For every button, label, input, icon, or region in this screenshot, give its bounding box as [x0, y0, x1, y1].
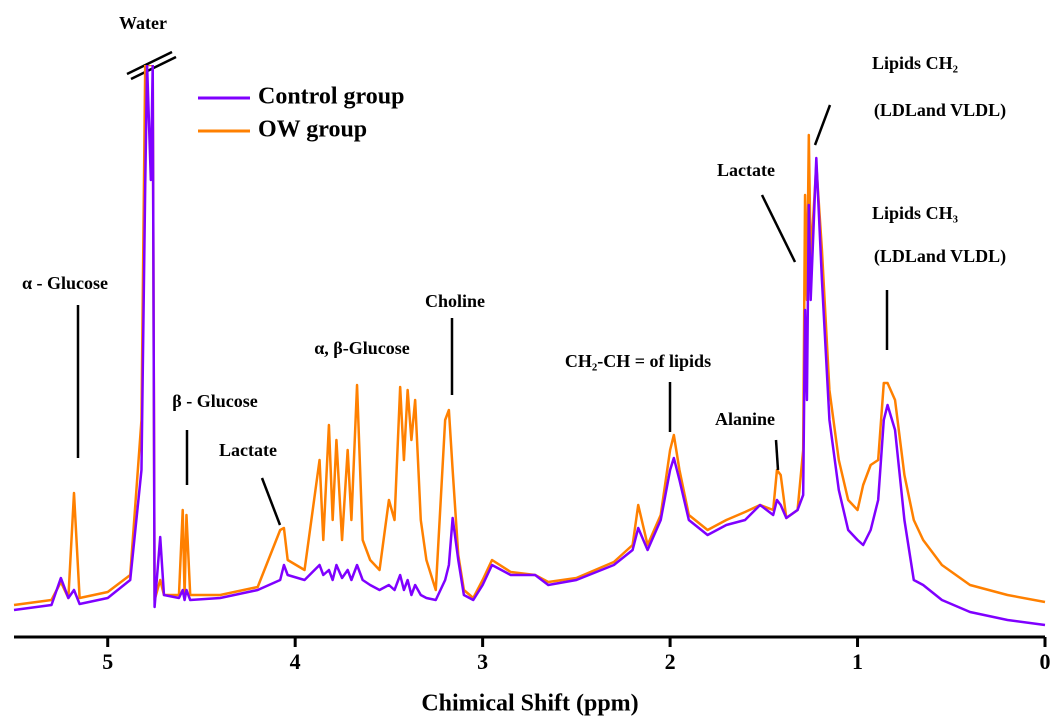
legend-label: Control group [258, 84, 404, 110]
annotation: Lactate [717, 160, 775, 180]
annotation: Choline [425, 291, 485, 311]
annotation: (LDLand VLDL) [874, 100, 1006, 121]
legend-label: OW group [258, 117, 367, 143]
annotation: CH₂-CH = of lipids [565, 351, 711, 371]
x-tick-label: 2 [665, 649, 676, 674]
plot-area [13, 65, 1046, 627]
x-tick-label: 5 [102, 649, 113, 674]
x-tick-label: 1 [852, 649, 863, 674]
annotation: α, β-Glucose [314, 338, 410, 358]
annotation: α - Glucose [22, 273, 108, 293]
x-tick-label: 0 [1040, 649, 1051, 674]
annotation: (LDLand VLDL) [874, 246, 1006, 267]
break-mark [126, 50, 173, 76]
annotation: Lipids CH₂ [872, 53, 958, 73]
spectrum-line [13, 65, 1046, 607]
annotation-pointer [260, 477, 282, 526]
x-tick-label: 4 [290, 649, 301, 674]
annotation-pointer [813, 104, 832, 146]
spectrum-line [13, 65, 1046, 627]
annotation: Lactate [219, 440, 277, 460]
annotation: Lipids CH₃ [872, 203, 959, 223]
annotation-pointer [760, 194, 797, 263]
legend [190, 80, 430, 150]
x-axis-title: Chimical Shift (ppm) [421, 691, 638, 717]
annotation: Alanine [715, 409, 775, 429]
x-tick-label: 3 [477, 649, 488, 674]
annotation: Water [119, 13, 167, 33]
annotation-pointer [774, 439, 780, 471]
annotation: β - Glucose [172, 391, 257, 411]
